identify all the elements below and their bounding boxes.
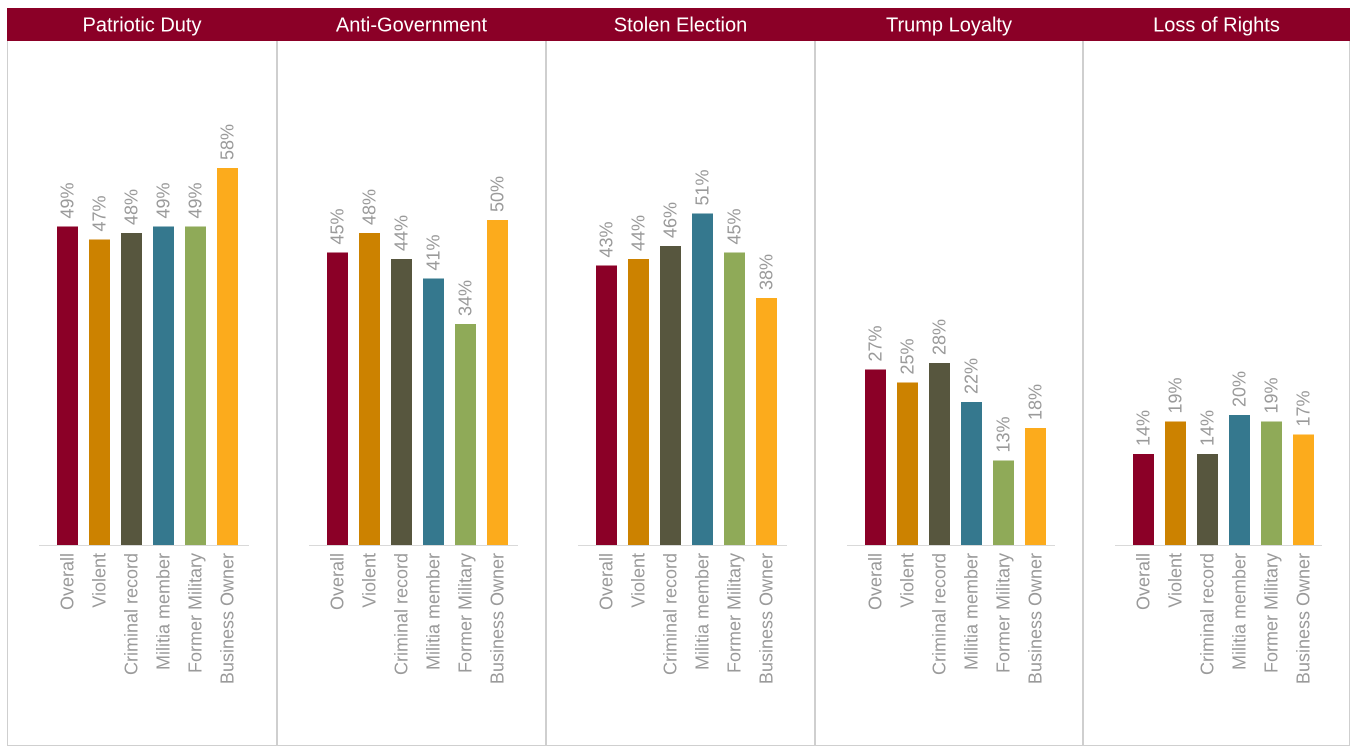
category-tick-label: Business Owner — [1294, 553, 1314, 684]
category-tick-label: Business Owner — [218, 553, 238, 684]
data-label: 13% — [994, 416, 1014, 452]
category-tick-label: Business Owner — [488, 553, 508, 684]
bar — [391, 259, 412, 545]
category-tick-label: Overall — [58, 553, 78, 610]
data-label: 49% — [186, 182, 206, 218]
data-label: 43% — [597, 221, 617, 257]
bar — [89, 240, 110, 546]
category-tick-label: Criminal record — [661, 553, 681, 675]
category-tick-label: Criminal record — [122, 553, 142, 675]
data-label: 44% — [629, 215, 649, 251]
category-tick-label: Former Military — [725, 553, 745, 673]
data-label: 28% — [930, 319, 950, 355]
data-label: 25% — [898, 338, 918, 374]
bar — [121, 233, 142, 545]
category-tick-label: Violent — [898, 553, 918, 608]
bar — [897, 383, 918, 546]
category-tick-label: Violent — [90, 553, 110, 608]
data-label: 22% — [962, 358, 982, 394]
data-label: 47% — [90, 195, 110, 231]
data-label: 48% — [360, 189, 380, 225]
panel-title: Stolen Election — [614, 15, 747, 37]
category-tick-label: Violent — [1166, 553, 1186, 608]
data-label: 18% — [1026, 384, 1046, 420]
bar — [628, 259, 649, 545]
bar — [1293, 435, 1314, 546]
bar — [57, 227, 78, 546]
bar — [993, 461, 1014, 546]
data-label: 49% — [154, 182, 174, 218]
bar — [359, 233, 380, 545]
category-tick-label: Business Owner — [757, 553, 777, 684]
data-label: 14% — [1198, 410, 1218, 446]
bar — [660, 246, 681, 545]
bar — [1197, 454, 1218, 545]
bar — [1025, 428, 1046, 545]
category-tick-label: Militia member — [962, 553, 982, 670]
data-label: 17% — [1294, 390, 1314, 426]
bar — [1133, 454, 1154, 545]
category-tick-label: Overall — [866, 553, 886, 610]
panel-title: Patriotic Duty — [83, 15, 202, 37]
category-tick-label: Former Military — [1262, 553, 1282, 673]
bar — [1229, 415, 1250, 545]
panel-title: Anti-Government — [336, 15, 488, 37]
data-label: 48% — [122, 189, 142, 225]
panel-title: Trump Loyalty — [886, 15, 1012, 37]
category-tick-label: Militia member — [154, 553, 174, 670]
bar — [756, 298, 777, 545]
data-label: 41% — [424, 234, 444, 270]
category-tick-label: Violent — [360, 553, 380, 608]
data-label: 19% — [1262, 377, 1282, 413]
data-label: 27% — [866, 325, 886, 361]
category-tick-label: Violent — [629, 553, 649, 608]
bar — [153, 227, 174, 546]
data-label: 44% — [392, 215, 412, 251]
data-label: 51% — [693, 169, 713, 205]
data-label: 50% — [488, 176, 508, 212]
category-tick-label: Militia member — [424, 553, 444, 670]
data-label: 34% — [456, 280, 476, 316]
bar — [596, 266, 617, 546]
category-tick-label: Overall — [597, 553, 617, 610]
category-tick-label: Former Military — [456, 553, 476, 673]
category-tick-label: Militia member — [1230, 553, 1250, 670]
bar — [487, 220, 508, 545]
data-label: 46% — [661, 202, 681, 238]
bar — [865, 370, 886, 546]
category-tick-label: Criminal record — [930, 553, 950, 675]
bar — [692, 214, 713, 546]
bar — [929, 363, 950, 545]
panel-title: Loss of Rights — [1153, 15, 1280, 37]
category-tick-label: Criminal record — [1198, 553, 1218, 675]
category-tick-label: Former Military — [994, 553, 1014, 673]
category-tick-label: Business Owner — [1026, 553, 1046, 684]
bar — [724, 253, 745, 546]
bar — [327, 253, 348, 546]
data-label: 58% — [218, 124, 238, 160]
bar — [423, 279, 444, 546]
data-label: 45% — [725, 208, 745, 244]
category-tick-label: Former Military — [186, 553, 206, 673]
category-tick-label: Overall — [328, 553, 348, 610]
bar — [961, 402, 982, 545]
data-label: 19% — [1166, 377, 1186, 413]
bar — [185, 227, 206, 546]
bar — [1165, 422, 1186, 546]
category-tick-label: Overall — [1134, 553, 1154, 610]
data-label: 38% — [757, 254, 777, 290]
bar — [1261, 422, 1282, 546]
category-tick-label: Criminal record — [392, 553, 412, 675]
data-label: 49% — [58, 182, 78, 218]
data-label: 14% — [1134, 410, 1154, 446]
category-tick-label: Militia member — [693, 553, 713, 670]
bar — [455, 324, 476, 545]
data-label: 45% — [328, 208, 348, 244]
bar — [217, 168, 238, 545]
data-label: 20% — [1230, 371, 1250, 407]
